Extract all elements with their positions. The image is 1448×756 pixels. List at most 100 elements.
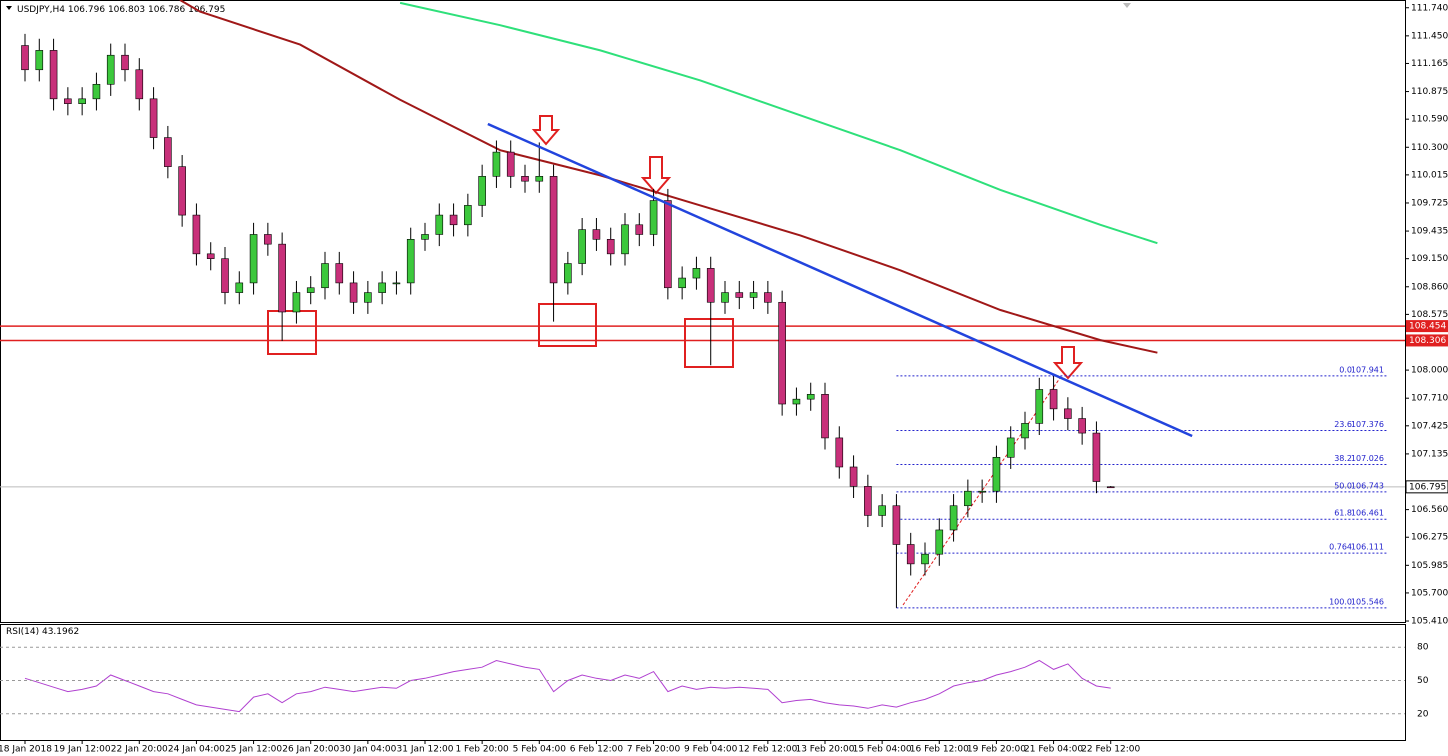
level-label: 108.454: [1409, 322, 1446, 332]
fib-anchor-line: [902, 377, 1061, 606]
y-tick-label: 111.740: [1411, 3, 1448, 13]
y-tick-label: 109.150: [1411, 254, 1448, 264]
candle-body: [506, 151, 515, 177]
candle-body: [378, 282, 386, 293]
y-tick-label: 110.590: [1411, 115, 1448, 125]
candle-body: [821, 394, 829, 439]
candle-body: [778, 301, 786, 405]
candle-body: [264, 234, 272, 245]
candle-body: [206, 253, 215, 259]
candle-body: [306, 287, 315, 293]
candle-body: [1092, 432, 1101, 482]
support-box: [538, 303, 597, 347]
x-tick-label: 18 Jan 2018: [0, 745, 52, 755]
support-box: [684, 318, 734, 368]
candle-body: [35, 50, 44, 71]
symbol: USDJPY,H4: [17, 5, 65, 15]
y-tick-label: 108.575: [1411, 310, 1448, 320]
candle-body: [578, 229, 586, 264]
rsi-header: RSI(14) 43.1962: [6, 627, 79, 637]
candle-body: [621, 224, 629, 255]
candle-body: [849, 466, 858, 487]
y-tick-label: 110.875: [1411, 87, 1448, 97]
x-tick-label: 25 Jan 12:00: [225, 745, 282, 755]
support-box: [267, 310, 317, 355]
candle-body: [721, 292, 729, 303]
moving-average: [179, 0, 1158, 354]
fib-value: 106.461: [1351, 509, 1384, 518]
candle-body: [464, 205, 472, 226]
candle-body: [221, 258, 229, 293]
candle-body: [364, 292, 372, 303]
x-tick-label: 12 Feb 12:00: [738, 745, 797, 755]
rsi-tick-label: 50: [1417, 676, 1429, 686]
candle-body: [321, 263, 329, 289]
candle-body: [406, 239, 415, 284]
down-arrow: [1052, 346, 1084, 380]
candle-body: [735, 292, 744, 298]
candle-body: [92, 83, 101, 100]
rsi-name: RSI(14): [6, 627, 39, 637]
level-label-bg: [1406, 334, 1448, 347]
x-tick-label: 22 Jan 20:00: [111, 745, 168, 755]
candle-body: [492, 151, 501, 177]
level-label-bg: [1406, 320, 1448, 333]
moving-average: [399, 1, 1158, 245]
fib-value: 106.111: [1351, 543, 1384, 552]
y-tick-label: 110.300: [1411, 143, 1448, 153]
candle-body: [164, 137, 172, 167]
fib-label: 61.8: [1334, 509, 1352, 518]
candle-body: [178, 166, 186, 216]
fib-label: 100.0: [1329, 597, 1352, 606]
candle-body: [106, 54, 115, 85]
level-label: 108.306: [1409, 336, 1446, 346]
candle-body: [49, 50, 58, 100]
candle-body: [1006, 437, 1015, 458]
candle-body: [949, 505, 958, 531]
candle-body: [292, 292, 301, 313]
candle-body: [978, 490, 986, 493]
candle-body: [1064, 408, 1072, 419]
y-tick-label: 111.165: [1411, 59, 1448, 69]
candle-body: [478, 176, 486, 206]
down-arrow: [531, 115, 561, 146]
header-high: 106.803: [108, 5, 145, 15]
fib-label: 23.6: [1334, 420, 1352, 429]
y-tick-label: 107.710: [1411, 394, 1448, 404]
y-tick-label: 106.560: [1411, 505, 1448, 515]
candle-body: [521, 176, 529, 182]
candle-body: [1021, 423, 1029, 439]
x-tick-label: 6 Feb 12:00: [570, 745, 624, 755]
x-tick-label: 19 Feb 20:00: [967, 745, 1026, 755]
x-tick-label: 30 Jan 04:00: [339, 745, 396, 755]
rsi-line: [24, 659, 1111, 713]
candle-body: [649, 200, 658, 235]
x-tick-label: 15 Feb 04:00: [853, 745, 912, 755]
candle-body: [121, 54, 129, 71]
y-tick-label: 105.985: [1411, 561, 1448, 571]
y-tick-label: 107.135: [1411, 449, 1448, 459]
fib-value: 107.376: [1351, 420, 1384, 429]
candle-body: [792, 398, 801, 405]
candle-body: [678, 277, 686, 289]
candle-body: [992, 456, 1001, 492]
y-tick-label: 106.275: [1411, 533, 1448, 543]
current-price-bg: [1405, 480, 1448, 494]
candle-body: [635, 224, 644, 235]
rsi-tick-label: 20: [1417, 709, 1429, 719]
x-tick-label: 19 Jan 12:00: [54, 745, 111, 755]
candle-body: [749, 292, 758, 298]
fib-label: 50.0: [1334, 481, 1352, 490]
frame: [0, 0, 1406, 741]
candle-body: [192, 214, 201, 255]
candle-body: [349, 282, 358, 303]
y-tick-label: 105.700: [1411, 588, 1448, 598]
x-tick-label: 5 Feb 04:00: [513, 745, 567, 755]
candle-body: [392, 282, 401, 285]
x-tick-label: 31 Jan 12:00: [397, 745, 454, 755]
down-arrow: [640, 156, 672, 195]
candle-body: [549, 176, 558, 284]
fib-label: 0.0: [1339, 365, 1352, 374]
candle-body: [235, 282, 244, 293]
